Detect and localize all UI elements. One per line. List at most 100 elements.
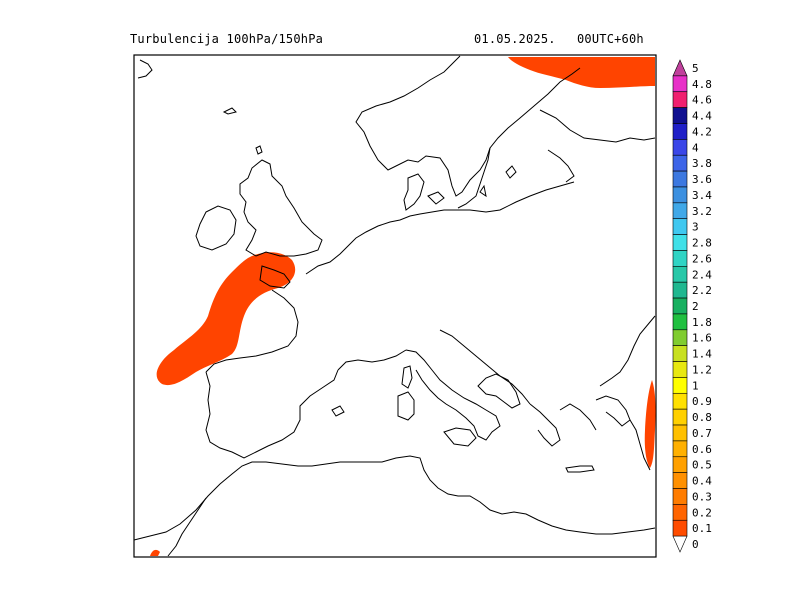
- turbulence-area-atlantic: [156, 252, 296, 386]
- forecast-run-time: 00UTC+60h: [577, 32, 644, 46]
- colorbar-label: 1.2: [692, 363, 712, 376]
- colorbar-label: 0.1: [692, 522, 712, 535]
- colorbar-label: 2.2: [692, 284, 712, 297]
- coastlines: [133, 55, 656, 557]
- coastline-danish-island: [427, 191, 445, 205]
- colorbar-label: 3.4: [692, 189, 712, 202]
- turbulence-areas: [150, 57, 656, 556]
- colorbar-swatch: [672, 408, 688, 426]
- colorbar-swatch: [672, 313, 688, 331]
- coastline-iberia: [205, 369, 339, 459]
- colorbar-label: 3.2: [692, 205, 712, 218]
- coastline-sicily: [443, 427, 477, 447]
- colorbar-label: 0.9: [692, 395, 712, 408]
- colorbar-swatch: [672, 266, 688, 283]
- colorbar-label: 1.6: [692, 332, 712, 345]
- colorbar-label: 0: [692, 538, 699, 551]
- colorbar-swatch: [672, 59, 688, 77]
- chart-title: Turbulencija 100hPa/150hPa: [130, 32, 324, 46]
- coastline-corsica: [401, 365, 413, 389]
- coastline-gotland: [505, 165, 517, 179]
- coastline-turkey-west: [629, 419, 651, 471]
- coastline-biscay: [205, 289, 299, 373]
- colorbar-label: 1.4: [692, 348, 712, 361]
- colorbar-swatch: [672, 297, 688, 315]
- coastline-norway: [355, 55, 581, 197]
- colorbar-label: 0.7: [692, 427, 712, 440]
- colorbar-label: 0.8: [692, 411, 712, 424]
- colorbar-swatch: [672, 535, 688, 553]
- colorbar-label: 4.8: [692, 78, 712, 91]
- coastline-great-britain: [239, 159, 323, 257]
- turbulence-area-east: [644, 380, 656, 468]
- colorbar-swatch: [672, 202, 688, 220]
- colorbar-label: 1.8: [692, 316, 712, 329]
- turbulence-area-spot: [150, 549, 160, 556]
- colorbar-label: 0.2: [692, 506, 712, 519]
- colorbar-swatch: [672, 329, 688, 346]
- colorbar-label: 0.3: [692, 490, 712, 503]
- coastline-faroe: [137, 59, 153, 79]
- colorbar-swatch: [672, 154, 688, 172]
- colorbar-swatch: [672, 139, 688, 156]
- coastline-italy: [405, 349, 521, 441]
- coastline-north-africa: [133, 455, 656, 541]
- colorbar-swatch: [672, 392, 688, 410]
- colorbar-swatch: [672, 361, 688, 378]
- colorbar-swatch: [672, 456, 688, 473]
- colorbar-label: 3.8: [692, 157, 712, 170]
- coastline-ireland: [195, 205, 237, 251]
- coastline-gulf-finland: [547, 149, 575, 183]
- coastline-sardinia: [397, 391, 415, 421]
- colorbar-label: 3: [692, 221, 699, 234]
- forecast-date: 01.05.2025.: [474, 32, 556, 46]
- coastline-denmark: [403, 173, 425, 211]
- coastline-north-europe: [305, 181, 575, 275]
- colorbar-label: 1: [692, 379, 699, 392]
- coastline-adriatic-east: [439, 329, 531, 405]
- colorbar: 5 4.8 4.6 4.4 4.2 4 3.8 3.6 3.4 3.2 3 2.8 2.6 2.4 2.2 2…: [672, 59, 712, 553]
- colorbar-swatch: [672, 345, 688, 362]
- colorbar-label: 5: [692, 62, 699, 75]
- coastline-oland: [479, 184, 487, 198]
- colorbar-swatch: [672, 218, 688, 235]
- coastline-brittany: [259, 265, 291, 289]
- colorbar-label: 2: [692, 300, 699, 313]
- colorbar-swatch: [672, 123, 688, 140]
- coastline-morocco: [167, 497, 207, 557]
- colorbar-swatch: [672, 377, 688, 394]
- colorbar-label: 4: [692, 141, 699, 154]
- coastline-shetland: [255, 145, 263, 155]
- colorbar-swatch: [672, 519, 688, 537]
- colorbar-swatch: [672, 91, 688, 108]
- coastline-balearic: [331, 405, 345, 417]
- coastline-black-sea: [599, 315, 656, 387]
- colorbar-swatch: [672, 281, 688, 299]
- colorbar-swatch: [672, 170, 688, 188]
- colorbar-swatch: [672, 440, 688, 458]
- colorbar-label: 2.8: [692, 237, 712, 250]
- colorbar-label: 4.2: [692, 125, 712, 138]
- colorbar-label: 0.6: [692, 443, 712, 456]
- colorbar-label: 2.6: [692, 252, 712, 265]
- colorbar-label: 0.5: [692, 459, 712, 472]
- colorbar-swatch: [672, 504, 688, 521]
- coastline-finland: [539, 109, 656, 143]
- coastline-greece: [529, 403, 597, 447]
- turbulence-area-north: [508, 57, 655, 88]
- colorbar-swatch: [672, 250, 688, 267]
- colorbar-label: 3.6: [692, 173, 712, 186]
- colorbar-swatch: [672, 75, 688, 93]
- colorbar-swatch: [672, 424, 688, 442]
- colorbar-swatch: [672, 186, 688, 204]
- coastline-small-island-1: [222, 107, 237, 115]
- coastline-sweden: [457, 147, 491, 209]
- colorbar-swatch: [672, 472, 688, 489]
- colorbar-swatch: [672, 234, 688, 251]
- coastline-gulf-lion: [337, 349, 407, 371]
- colorbar-label: 2.4: [692, 268, 712, 281]
- colorbar-label: 4.4: [692, 110, 712, 123]
- coastline-aegean: [595, 395, 631, 427]
- colorbar-swatch: [672, 488, 688, 505]
